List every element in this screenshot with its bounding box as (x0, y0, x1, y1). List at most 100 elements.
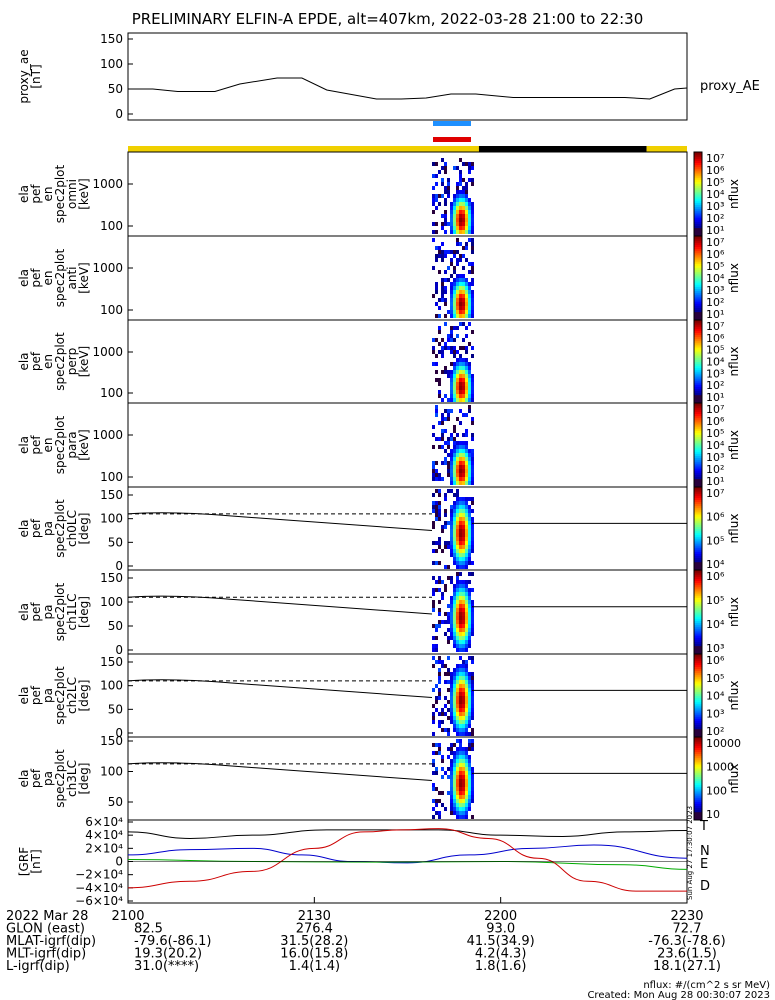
spectrogram-cell-ch1 (462, 620, 465, 624)
ytick-b-4: 2×10⁴ (85, 841, 123, 855)
spectrogram-cell-para (435, 413, 438, 417)
colorbar-perp (694, 371, 702, 375)
spectrogram-cell-ch1 (465, 644, 468, 648)
colorbar-ch3 (694, 813, 702, 817)
spectrogram-cell-ch3 (459, 771, 462, 775)
ytick-ch2-1: 50 (108, 702, 123, 716)
spectrogram-cell-omni (438, 170, 441, 174)
spectrogram-cell-para (462, 461, 465, 465)
spectrogram-cell-anti (441, 298, 444, 302)
spectrogram-cell-ch0 (453, 517, 456, 521)
spectrogram-cell-perp (459, 394, 462, 398)
spectrogram-cell-ch3 (444, 771, 447, 775)
spectrogram-cell-ch1 (468, 600, 471, 604)
spectrogram-cell-ch2 (447, 708, 450, 712)
cbar-tick-anti-2: 10³ (706, 284, 724, 297)
spectrogram-cell-ch2 (441, 660, 444, 664)
spectrogram-cell-para (441, 421, 444, 425)
spectrogram-cell-para (438, 477, 441, 481)
spectrogram-cell-omni (459, 202, 462, 206)
colorbar-para (694, 442, 702, 446)
spectrogram-cell-omni (435, 194, 438, 198)
colorbar-ch2 (694, 680, 702, 684)
spectrogram-cell-anti (441, 290, 444, 294)
spectrogram-cell-ch3 (462, 791, 465, 795)
ytick-ch3-2: 150 (100, 734, 123, 748)
colorbar-ch0 (694, 557, 702, 561)
spectrogram-cell-omni (465, 190, 468, 194)
spectrogram-cell-ch0 (459, 561, 462, 565)
spectrogram-cell-perp (432, 338, 435, 342)
colorbar-ch2 (694, 685, 702, 688)
spectrogram-cell-anti (471, 266, 474, 270)
spectrogram-cell-ch3 (453, 775, 456, 779)
colorbar-ch2 (694, 678, 702, 682)
spectrogram-cell-omni (471, 162, 474, 166)
spectrogram-cell-anti (453, 294, 456, 298)
spectrogram-cell-ch2 (459, 672, 462, 676)
spectrogram-cell-ch1 (456, 580, 459, 584)
spectrogram-cell-ch2 (456, 664, 459, 668)
spectrogram-cell-omni (471, 202, 474, 206)
spectrogram-cell-anti (468, 282, 471, 286)
spectrogram-cell-ch2 (462, 712, 465, 716)
spectrogram-cell-ch1 (450, 600, 453, 604)
spectrogram-cell-ch1 (468, 640, 471, 644)
spectrogram-cell-ch2 (444, 696, 447, 700)
colorbar-ch2 (694, 693, 702, 696)
colorbar-omni (694, 229, 702, 233)
spectrogram-cell-ch2 (453, 684, 456, 688)
colorbar-para (694, 484, 702, 488)
spectrogram-cell-ch2 (450, 704, 453, 708)
spectrogram-cell-ch0 (447, 545, 450, 549)
colorbar-ch2 (694, 654, 702, 657)
spectrogram-cell-omni (462, 190, 465, 194)
spectrogram-cell-ch3 (456, 747, 459, 751)
spectrogram-cell-ch1 (465, 632, 468, 636)
xrow-4-val-2: 1.8(1.6) (475, 959, 527, 974)
spectrogram-cell-ch3 (432, 771, 435, 775)
colorbar-ch0 (694, 565, 702, 569)
spectrogram-cell-ch2 (453, 712, 456, 716)
cbar-tick-ch0-0: 10⁴ (706, 558, 725, 571)
spectrogram-cell-anti (450, 294, 453, 298)
spectrogram-cell-ch1 (450, 608, 453, 612)
colorbar-ch0 (694, 503, 702, 507)
spectrogram-cell-ch2 (459, 668, 462, 672)
spectrogram-cell-omni (456, 194, 459, 198)
spectrogram-cell-ch1 (438, 624, 441, 628)
spectrogram-cell-ch2 (468, 720, 471, 724)
colorbar-ch0 (694, 526, 702, 529)
spectrogram-cell-ch0 (468, 517, 471, 521)
spectrogram-cell-ch1 (459, 604, 462, 608)
spectrogram-cell-ch3 (459, 751, 462, 755)
spectrogram-cell-ch3 (453, 799, 456, 803)
spectrogram-cell-ch2 (465, 704, 468, 708)
spectrogram-cell-ch2 (468, 704, 471, 708)
spectrogram-cell-ch3 (435, 803, 438, 807)
spectrogram-cell-para (444, 461, 447, 465)
spectrogram-cell-anti (465, 306, 468, 310)
spectrogram-cell-ch1 (450, 596, 453, 600)
spectrogram-cell-ch0 (468, 549, 471, 553)
ylabel-ch1-0: ela (17, 603, 31, 621)
spectrogram-cell-perp (462, 370, 465, 374)
spectrogram-cell-anti (459, 298, 462, 302)
spectrogram-cell-ch2 (456, 692, 459, 696)
spectrogram-cell-ch3 (462, 815, 465, 819)
spectrogram-cell-ch0 (459, 533, 462, 537)
spectrogram-cell-omni (456, 210, 459, 214)
spectrogram-cell-para (459, 441, 462, 445)
spectrogram-cell-anti (435, 314, 438, 318)
spectrogram-cell-ch0 (462, 525, 465, 529)
colorbar-omni (694, 191, 702, 195)
ytick-perp-1: 1000 (92, 345, 123, 359)
spectrogram-cell-perp (453, 394, 456, 398)
spectrogram-cell-ch0 (462, 537, 465, 541)
spectrogram-cell-ch2 (450, 720, 453, 724)
cbar-tick-omni-3: 10⁴ (706, 188, 725, 201)
colorbar-omni (694, 233, 702, 237)
spectrogram-cell-para (435, 405, 438, 409)
spectrogram-cell-perp (450, 386, 453, 390)
spectrogram-cell-ch3 (459, 779, 462, 783)
